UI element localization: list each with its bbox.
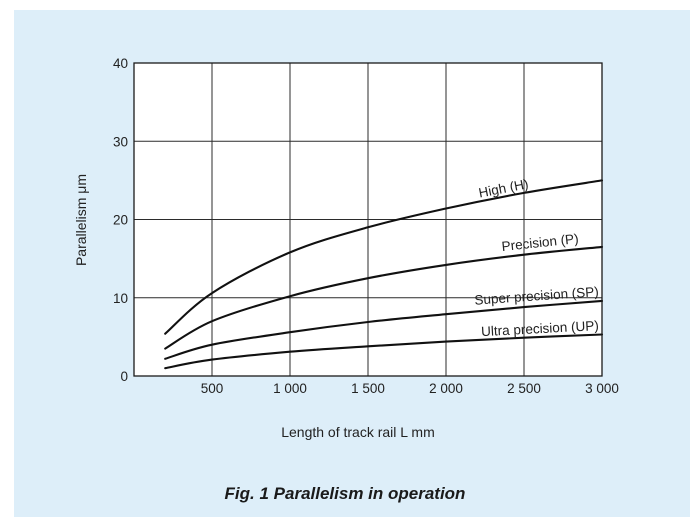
y-tick-label: 0 (120, 369, 128, 384)
y-axis-title: Parallelism μm (73, 174, 89, 266)
y-tick-label: 30 (113, 134, 128, 149)
x-tick-label: 2 000 (429, 381, 463, 396)
x-tick-label: 500 (201, 381, 224, 396)
figure-caption: Fig. 1 Parallelism in operation (0, 484, 690, 504)
y-tick-label: 40 (113, 56, 128, 71)
x-tick-label: 3 000 (585, 381, 619, 396)
y-tick-label: 20 (113, 213, 128, 228)
x-tick-label: 1 000 (273, 381, 307, 396)
x-tick-label: 2 500 (507, 381, 541, 396)
x-axis-title: Length of track rail L mm (281, 424, 435, 440)
y-tick-label: 10 (113, 291, 128, 306)
x-tick-label: 1 500 (351, 381, 385, 396)
